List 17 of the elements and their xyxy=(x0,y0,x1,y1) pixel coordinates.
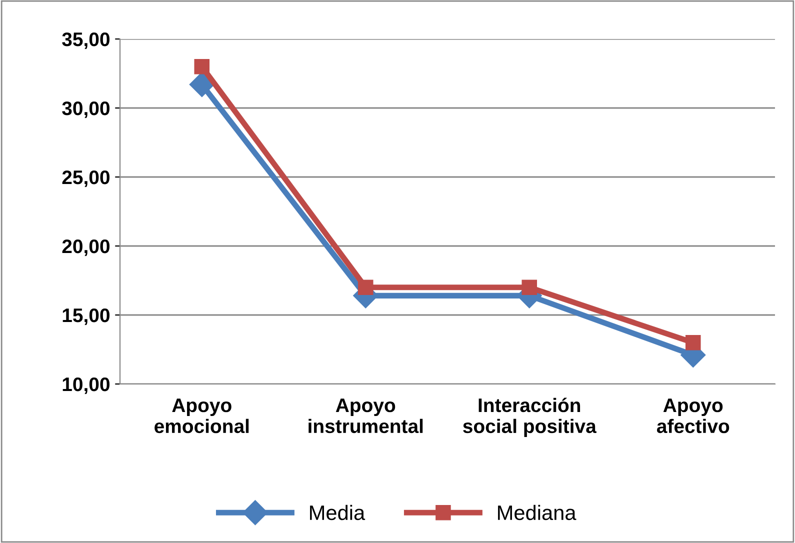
y-tick-label: 25,00 xyxy=(62,170,110,188)
x-tick-label: Apoyo emocional xyxy=(154,398,249,434)
legend-label: Media xyxy=(310,504,366,520)
y-tick-label: 15,00 xyxy=(62,308,110,326)
y-tick-label: 20,00 xyxy=(62,239,110,256)
x-tick-label: Apoyo afectivo xyxy=(656,398,730,434)
y-tick-label: 30,00 xyxy=(62,101,110,118)
point xyxy=(522,280,538,296)
point xyxy=(685,334,701,350)
point xyxy=(194,58,210,74)
y-tick-label: 10,00 xyxy=(62,377,110,394)
x-tick-label: Interacción social positiva xyxy=(463,398,597,437)
point xyxy=(189,72,214,98)
point xyxy=(358,280,374,296)
legend-label: Mediana xyxy=(498,504,576,520)
y-tick-label: 35,00 xyxy=(62,32,110,50)
x-tick-label: Apoyo instrumental xyxy=(308,398,423,434)
